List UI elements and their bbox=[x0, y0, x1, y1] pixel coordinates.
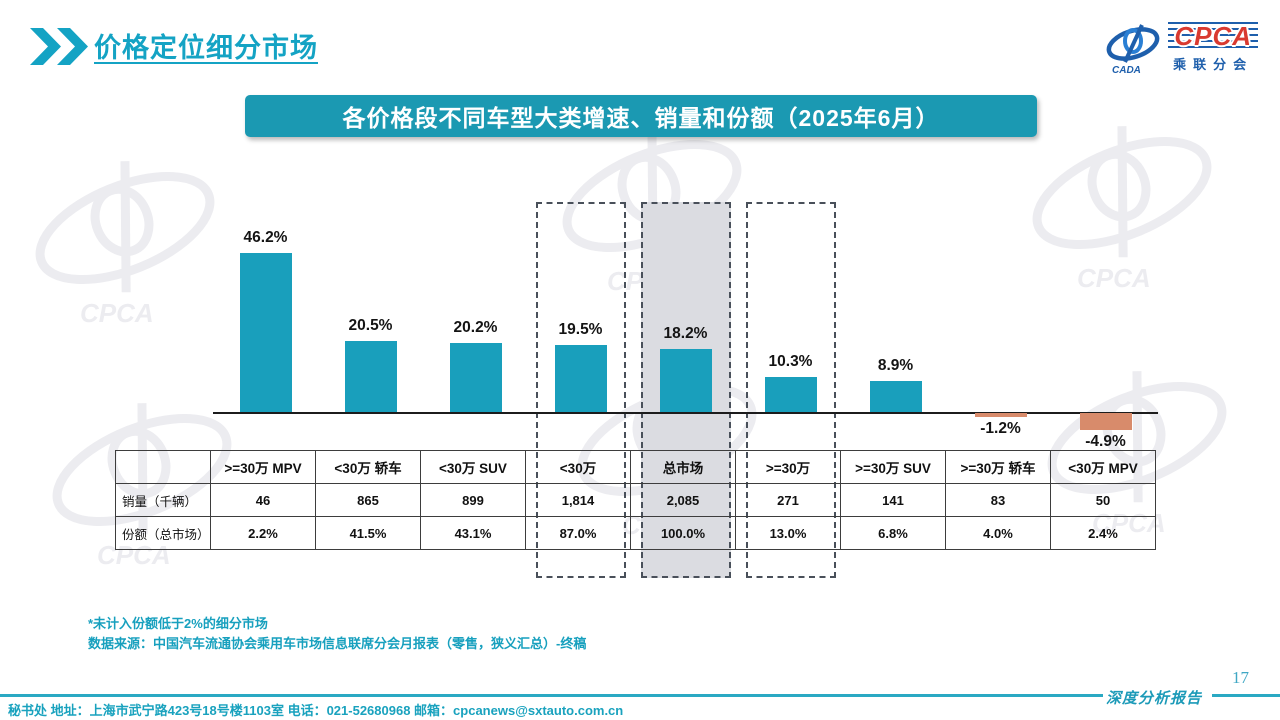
bar-<30万 bbox=[554, 345, 607, 412]
report-series-label: 深度分析报告 bbox=[1106, 691, 1203, 707]
bar-value-label-<30万 MPV: -4.9% bbox=[1085, 433, 1126, 450]
table-header-<30万 MPV: <30万 MPV bbox=[1050, 450, 1156, 484]
bar-value-label-<30万: 19.5% bbox=[558, 321, 603, 338]
table-cell-销量（千辆）->=30万: 271 bbox=[735, 483, 841, 517]
bar-value-label->=30万: 10.3% bbox=[768, 353, 813, 370]
bar-<30万 SUV bbox=[449, 343, 502, 412]
table-cell-销量（千辆）->=30万 轿车: 83 bbox=[945, 483, 1051, 517]
svg-text:CPCA: CPCA bbox=[80, 298, 154, 328]
bar->=30万 SUV bbox=[869, 381, 922, 412]
footnotes: *未计入份额低于2%的细分市场 数据来源：中国汽车流通协会乘用车市场信息联席分会… bbox=[88, 614, 586, 654]
logo-cada-text: CADA bbox=[1112, 65, 1141, 74]
data-table: >=30万 MPV <30万 轿车 <30万 SUV <30万 总市场 >=30万 >=30… bbox=[115, 450, 1156, 550]
bar-value-label-<30万 SUV: 20.2% bbox=[453, 319, 498, 336]
bar-value-label->=30万 轿车: -1.2% bbox=[980, 420, 1021, 437]
chart-column->=30万: 10.3% bbox=[738, 202, 843, 578]
double-chevron-icon bbox=[30, 28, 88, 65]
footnote-exclusion: *未计入份额低于2%的细分市场 bbox=[88, 616, 268, 631]
cpca-logo: CADA CPCA 乘联分会 bbox=[1104, 22, 1258, 74]
page-number: 17 bbox=[1232, 668, 1249, 687]
table-row: 销量（千辆） 46 865 899 1,814 2,085 271 141 83 50 bbox=[115, 483, 1156, 517]
table-header->=30万 轿车: >=30万 轿车 bbox=[945, 450, 1051, 484]
table-header->=30万: >=30万 bbox=[735, 450, 841, 484]
table-header->=30万 SUV: >=30万 SUV bbox=[840, 450, 946, 484]
bar-总市场 bbox=[659, 349, 712, 412]
table-cell-份额（总市场）->=30万 轿车: 4.0% bbox=[945, 516, 1051, 550]
logo-stripes: CPCA bbox=[1168, 22, 1258, 51]
table-row-label: 销量（千辆） bbox=[115, 483, 211, 517]
bar-<30万 轿车 bbox=[344, 341, 397, 412]
table-corner-cell bbox=[115, 450, 211, 484]
logo-chinese-name: 乘联分会 bbox=[1173, 57, 1254, 72]
table-cell-销量（千辆）-<30万 MPV: 50 bbox=[1050, 483, 1156, 517]
bar-value-label->=30万 MPV: 46.2% bbox=[243, 229, 288, 246]
table-cell-份额（总市场）-<30万 MPV: 2.4% bbox=[1050, 516, 1156, 550]
chart-column->=30万 SUV: 8.9% bbox=[843, 202, 948, 578]
chart-column-<30万 轿车: 20.5% bbox=[318, 202, 423, 578]
bar->=30万 MPV bbox=[239, 253, 292, 412]
table-cell-销量（千辆）-<30万 轿车: 865 bbox=[315, 483, 421, 517]
table-cell-份额（总市场）-总市场: 100.0% bbox=[630, 516, 736, 550]
table-cell-份额（总市场）->=30万 MPV: 2.2% bbox=[210, 516, 316, 550]
bar-value-label-总市场: 18.2% bbox=[663, 325, 708, 342]
table-cell-销量（千辆）-<30万: 1,814 bbox=[525, 483, 631, 517]
page-title: 价格定位细分市场 bbox=[94, 33, 318, 63]
table-cell-份额（总市场）-<30万 SUV: 43.1% bbox=[420, 516, 526, 550]
table-header-总市场: 总市场 bbox=[630, 450, 736, 484]
chart-column->=30万 轿车: -1.2% bbox=[948, 202, 1053, 578]
chart-title-banner: 各价格段不同车型大类增速、销量和份额（2025年6月） bbox=[245, 95, 1037, 137]
bar-value-label->=30万 SUV: 8.9% bbox=[877, 357, 914, 374]
bar->=30万 bbox=[764, 377, 817, 412]
logo-acronym: CPCA bbox=[1174, 21, 1252, 51]
table-cell-份额（总市场）->=30万 SUV: 6.8% bbox=[840, 516, 946, 550]
table-cell-份额（总市场）->=30万: 13.0% bbox=[735, 516, 841, 550]
footnote-source: 数据来源：中国汽车流通协会乘用车市场信息联席分会月报表（零售，狭义汇总）-终稿 bbox=[88, 636, 587, 651]
footer-divider-line bbox=[0, 694, 1103, 697]
bar-<30万 MPV bbox=[1079, 413, 1132, 430]
table-cell-销量（千辆）->=30万 MPV: 46 bbox=[210, 483, 316, 517]
table-header->=30万 MPV: >=30万 MPV bbox=[210, 450, 316, 484]
footer-address: 秘书处 地址：上海市武宁路423号18号楼1103室 电话：021-526809… bbox=[8, 703, 624, 718]
table-cell-销量（千辆）->=30万 SUV: 141 bbox=[840, 483, 946, 517]
cpca-emblem-icon: CADA bbox=[1106, 24, 1160, 74]
table-header-<30万 轿车: <30万 轿车 bbox=[315, 450, 421, 484]
table-header-<30万: <30万 bbox=[525, 450, 631, 484]
bar-value-label-<30万 轿车: 20.5% bbox=[348, 317, 393, 334]
table-header-<30万 SUV: <30万 SUV bbox=[420, 450, 526, 484]
table-row: 份额（总市场） 2.2% 41.5% 43.1% 87.0% 100.0% 13.0% 6.8… bbox=[115, 516, 1156, 550]
chart-column->=30万 MPV: 46.2% bbox=[213, 202, 318, 578]
cpca-watermark: CPCA bbox=[18, 150, 233, 333]
footer-divider-line-right bbox=[1212, 694, 1280, 697]
table-cell-销量（千辆）-总市场: 2,085 bbox=[630, 483, 736, 517]
table-cell-份额（总市场）-<30万: 87.0% bbox=[525, 516, 631, 550]
table-cell-份额（总市场）-<30万 轿车: 41.5% bbox=[315, 516, 421, 550]
chart-column-<30万 SUV: 20.2% bbox=[423, 202, 528, 578]
table-cell-销量（千辆）-<30万 SUV: 899 bbox=[420, 483, 526, 517]
bar->=30万 轿车 bbox=[974, 413, 1027, 417]
table-row-label: 份额（总市场） bbox=[115, 516, 211, 550]
